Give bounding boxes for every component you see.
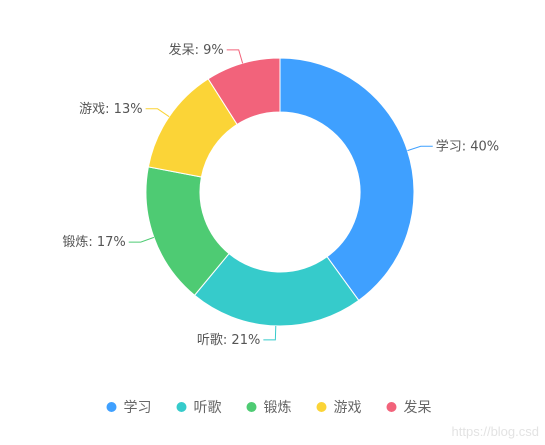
- chart-legend: 学习 听歌 锻炼 游戏 发呆: [106, 400, 432, 416]
- slice-发呆[interactable]: [207, 57, 281, 126]
- legend-marker-学习[interactable]: [106, 402, 117, 412]
- slice-label-锻炼: 锻炼: 17%: [62, 235, 125, 250]
- legend-item-游戏[interactable]: 游戏: [334, 400, 362, 416]
- legend-item-听歌[interactable]: 听歌: [194, 400, 222, 416]
- legend-item-发呆[interactable]: 发呆: [404, 400, 432, 416]
- watermark: https://blog.csd: [451, 424, 539, 439]
- slice-label-听歌: 听歌: 21%: [197, 333, 260, 348]
- leader-line-学习: [407, 145, 433, 152]
- leader-line-发呆: [226, 49, 244, 64]
- leader-line-游戏: [145, 108, 170, 118]
- legend-item-学习[interactable]: 学习: [124, 400, 152, 416]
- slice-label-发呆: 发呆: 9%: [169, 42, 224, 58]
- legend-marker-锻炼[interactable]: [246, 402, 257, 412]
- slice-label-学习: 学习: 40%: [436, 138, 499, 154]
- legend-marker-听歌[interactable]: [176, 402, 187, 412]
- legend-marker-发呆[interactable]: [386, 402, 397, 412]
- legend-marker-游戏[interactable]: [316, 402, 327, 412]
- slice-学习[interactable]: [279, 57, 415, 302]
- donut-slices: [145, 57, 415, 327]
- leader-line-听歌: [263, 325, 277, 341]
- legend-item-锻炼[interactable]: 锻炼: [264, 400, 292, 416]
- leader-line-锻炼: [128, 236, 155, 243]
- slice-label-游戏: 游戏: 13%: [79, 102, 142, 117]
- slice-labels: 学习: 40% 听歌: 21% 锻炼: 17% 游戏: 13% 发呆: 9%: [62, 42, 499, 348]
- label-leader-lines: [128, 49, 433, 341]
